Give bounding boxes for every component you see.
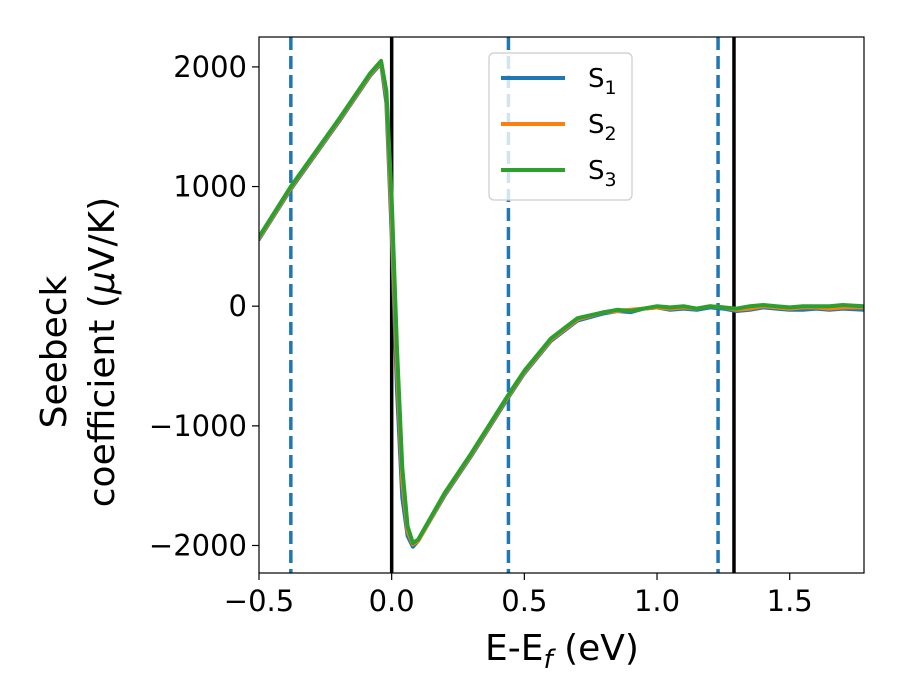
x-tick-label: 0.0 [369, 584, 415, 618]
legend: S1 S2 S3 [488, 52, 633, 201]
x-tick-label: 0.5 [501, 584, 547, 618]
plot-content [259, 37, 864, 573]
x-tick-label: 1.0 [634, 584, 680, 618]
legend-label-1: S1 [588, 64, 617, 99]
legend-box [488, 52, 633, 201]
legend-label-2: S2 [588, 110, 617, 145]
x-axis: −0.5 0.0 0.5 1.0 1.5 [224, 573, 813, 618]
x-tick-label: −0.5 [224, 584, 294, 618]
legend-label-3: S3 [588, 156, 617, 191]
y-tick-label: 0 [229, 289, 247, 323]
x-axis-title: E-Ef (eV) [485, 628, 639, 675]
plot-area [258, 36, 865, 574]
y-axis-title-line2: coefficient (μV/K) [82, 197, 123, 507]
y-axis-title: Seebeck coefficient (μV/K) [34, 197, 123, 507]
y-axis: −2000 −1000 0 1000 2000 [149, 50, 259, 562]
y-tick-label: 1000 [173, 170, 247, 204]
plot-frame [258, 36, 865, 574]
y-axis-title-line1: Seebeck [34, 275, 75, 428]
y-tick-label: 2000 [173, 50, 247, 84]
y-tick-label: −2000 [149, 528, 247, 562]
y-tick-label: −1000 [149, 409, 247, 443]
series-line-3 [259, 58, 864, 546]
x-tick-label: 1.5 [767, 584, 813, 618]
